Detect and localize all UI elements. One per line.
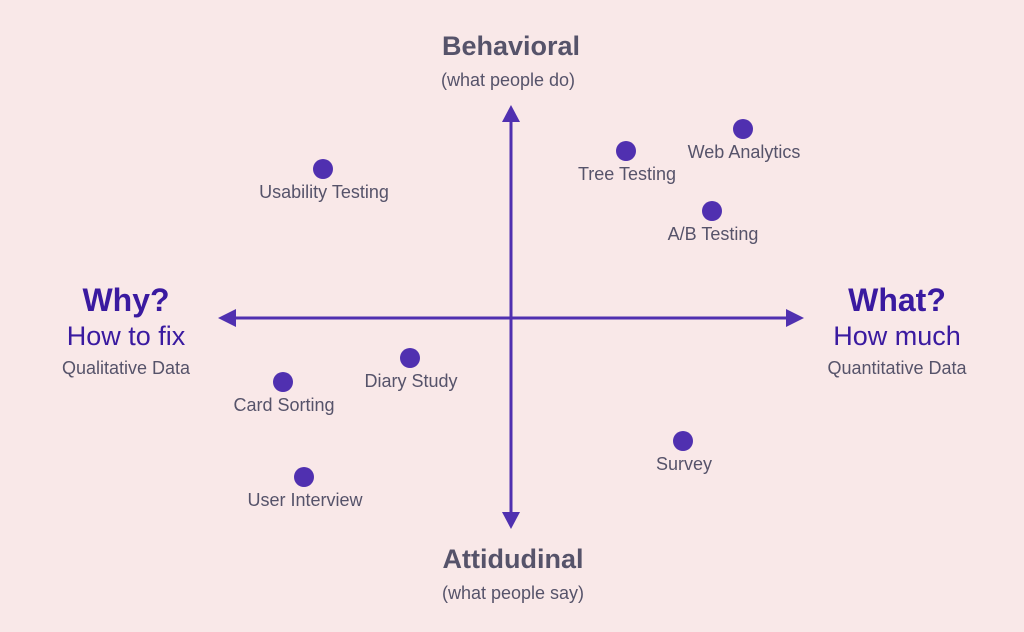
point-label: Tree Testing	[577, 164, 677, 184]
point-dot	[294, 467, 314, 487]
right-axis-title: What?	[848, 282, 946, 318]
right-axis-subtitle: How much	[833, 321, 961, 351]
left-axis-subtitle: How to fix	[66, 321, 186, 351]
point-label: A/B Testing	[667, 224, 759, 244]
point-label: Card Sorting	[233, 395, 335, 415]
point-dot	[673, 431, 693, 451]
arrow-left	[218, 309, 236, 327]
arrow-down	[502, 512, 520, 529]
point-label: Usability Testing	[259, 182, 389, 202]
arrow-up	[502, 105, 520, 122]
left-axis-note: Qualitative Data	[61, 358, 191, 378]
arrow-right	[786, 309, 804, 327]
point-label: Diary Study	[364, 371, 458, 391]
bottom-axis-title: Attidudinal	[442, 544, 584, 574]
point-dot	[702, 201, 722, 221]
point-dot	[733, 119, 753, 139]
left-axis-title: Why?	[82, 282, 170, 318]
right-axis-note: Quantitative Data	[827, 358, 967, 378]
point-label: User Interview	[247, 490, 363, 510]
point-dot	[616, 141, 636, 161]
point-dot	[313, 159, 333, 179]
top-axis-subtitle: (what people do)	[440, 70, 576, 90]
top-axis-title: Behavioral	[441, 31, 581, 61]
point-dot	[273, 372, 293, 392]
point-label: Web Analytics	[687, 142, 801, 162]
point-label: Survey	[655, 454, 713, 474]
point-dot	[400, 348, 420, 368]
bottom-axis-subtitle: (what people say)	[441, 583, 585, 603]
